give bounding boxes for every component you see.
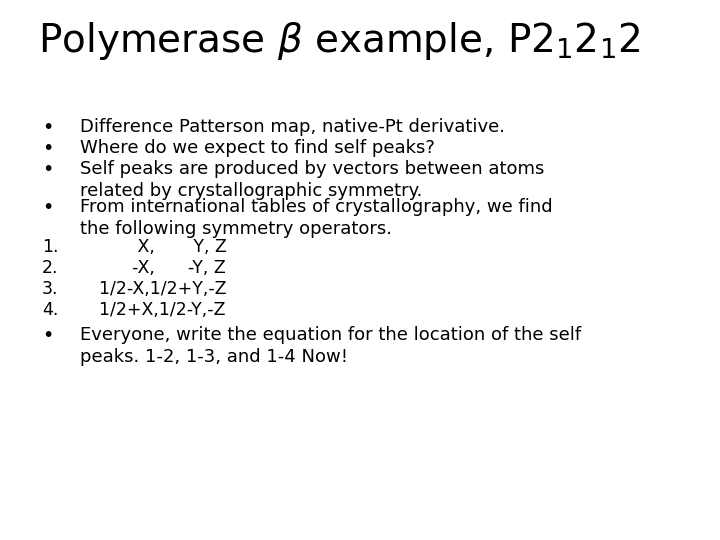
Text: 4.: 4. (42, 301, 58, 319)
Text: 2.: 2. (42, 259, 58, 277)
Text: •: • (42, 160, 54, 179)
Text: Everyone, write the equation for the location of the self
peaks. 1-2, 1-3, and 1: Everyone, write the equation for the loc… (80, 326, 581, 366)
Text: •: • (42, 198, 54, 217)
Text: 3.: 3. (42, 280, 58, 298)
Text: -X,      -Y, Z: -X, -Y, Z (88, 259, 226, 277)
Text: 1.: 1. (42, 238, 58, 256)
Text: •: • (42, 118, 54, 137)
Text: •: • (42, 139, 54, 158)
Text: Where do we expect to find self peaks?: Where do we expect to find self peaks? (80, 139, 435, 157)
Text: X,       Y, Z: X, Y, Z (88, 238, 227, 256)
Text: 1/2+X,1/2-Y,-Z: 1/2+X,1/2-Y,-Z (88, 301, 225, 319)
Text: Self peaks are produced by vectors between atoms
related by crystallographic sym: Self peaks are produced by vectors betwe… (80, 160, 544, 199)
Text: Polymerase $\beta$ example, P2$_1$2$_1$2: Polymerase $\beta$ example, P2$_1$2$_1$2 (38, 20, 640, 62)
Text: •: • (42, 326, 54, 345)
Text: 1/2-X,1/2+Y,-Z: 1/2-X,1/2+Y,-Z (88, 280, 227, 298)
Text: From international tables of crystallography, we find
the following symmetry ope: From international tables of crystallogr… (80, 198, 553, 238)
Text: Difference Patterson map, native-Pt derivative.: Difference Patterson map, native-Pt deri… (80, 118, 505, 136)
